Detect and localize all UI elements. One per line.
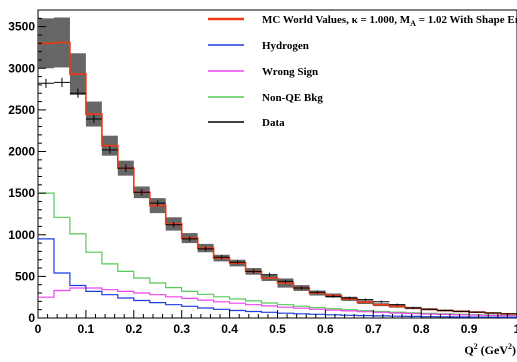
data-point — [437, 309, 454, 312]
x-tick-label: 0.6 — [317, 322, 334, 336]
data-point — [245, 269, 262, 274]
x-tick-label: 0 — [35, 322, 42, 336]
legend-label: Hydrogen — [262, 40, 309, 52]
legend-label: Wrong Sign — [262, 66, 318, 78]
y-tick-label: 3000 — [8, 61, 35, 75]
series-line-wrong-sign — [38, 287, 517, 317]
data-point — [261, 272, 278, 277]
plot-frame — [37, 9, 517, 319]
x-tick-label: 0.9 — [461, 322, 478, 336]
data-point — [277, 279, 294, 284]
data-point — [405, 307, 422, 309]
data-point — [197, 246, 214, 252]
x-tick-label: 1 — [514, 322, 517, 336]
data-point — [421, 308, 438, 311]
data-point — [229, 260, 246, 265]
x-axis-title: Q2 (GeV2) — [464, 342, 516, 357]
data-point — [85, 114, 102, 124]
y-tick-label: 2500 — [8, 103, 35, 117]
data-point — [501, 313, 517, 315]
data-point — [325, 295, 342, 298]
data-point — [38, 78, 54, 88]
legend-label: Data — [262, 117, 285, 129]
y-tick-label: 0 — [28, 311, 35, 325]
data-point — [341, 296, 358, 300]
series-line-non-qe-bkg — [38, 192, 517, 317]
x-tick-label: 0.1 — [78, 322, 95, 336]
x-tick-label: 0.2 — [125, 322, 142, 336]
data-point — [357, 298, 374, 301]
data-point — [469, 311, 486, 313]
data-point — [309, 290, 326, 294]
data-point — [165, 222, 182, 228]
data-point — [389, 303, 406, 306]
legend-label: MC World Values, κ = 1.000, MA = 1.02 Wi… — [262, 14, 517, 28]
x-tick-label: 0.4 — [221, 322, 238, 336]
data-point — [181, 236, 198, 242]
data-point — [453, 310, 470, 313]
x-tick-label: 0.3 — [173, 322, 190, 336]
data-point — [69, 88, 86, 98]
y-tick-label: 2000 — [8, 145, 35, 159]
data-point — [117, 164, 134, 172]
data-point — [293, 286, 310, 290]
shape-error-band-layer — [38, 17, 517, 315]
data-point — [133, 188, 150, 196]
data-point — [213, 254, 230, 260]
data-point — [149, 200, 166, 207]
data-point — [101, 146, 118, 154]
y-tick-label: 3500 — [8, 20, 35, 34]
x-tick-label: 0.8 — [413, 322, 430, 336]
data-points-layer — [38, 77, 517, 315]
data-point — [373, 300, 390, 303]
series-line-mc-world-values — [38, 41, 517, 315]
data-point — [485, 312, 502, 314]
legend: MC World Values, κ = 1.000, MA = 1.02 Wi… — [208, 14, 517, 129]
legend-label: Non-QE Bkg — [262, 92, 323, 104]
y-tick-label: 1500 — [8, 186, 35, 200]
x-tick-label: 0.7 — [365, 322, 382, 336]
y-tick-label: 500 — [15, 269, 35, 283]
x-tick-label: 0.5 — [269, 322, 286, 336]
y-tick-label: 1000 — [8, 228, 35, 242]
axes: 0 0.1 0.2 0.3 0.4 0.5 0.6 0.7 0.8 0.9 1 0 500 1000 150… — [8, 9, 517, 336]
data-point — [53, 77, 70, 87]
